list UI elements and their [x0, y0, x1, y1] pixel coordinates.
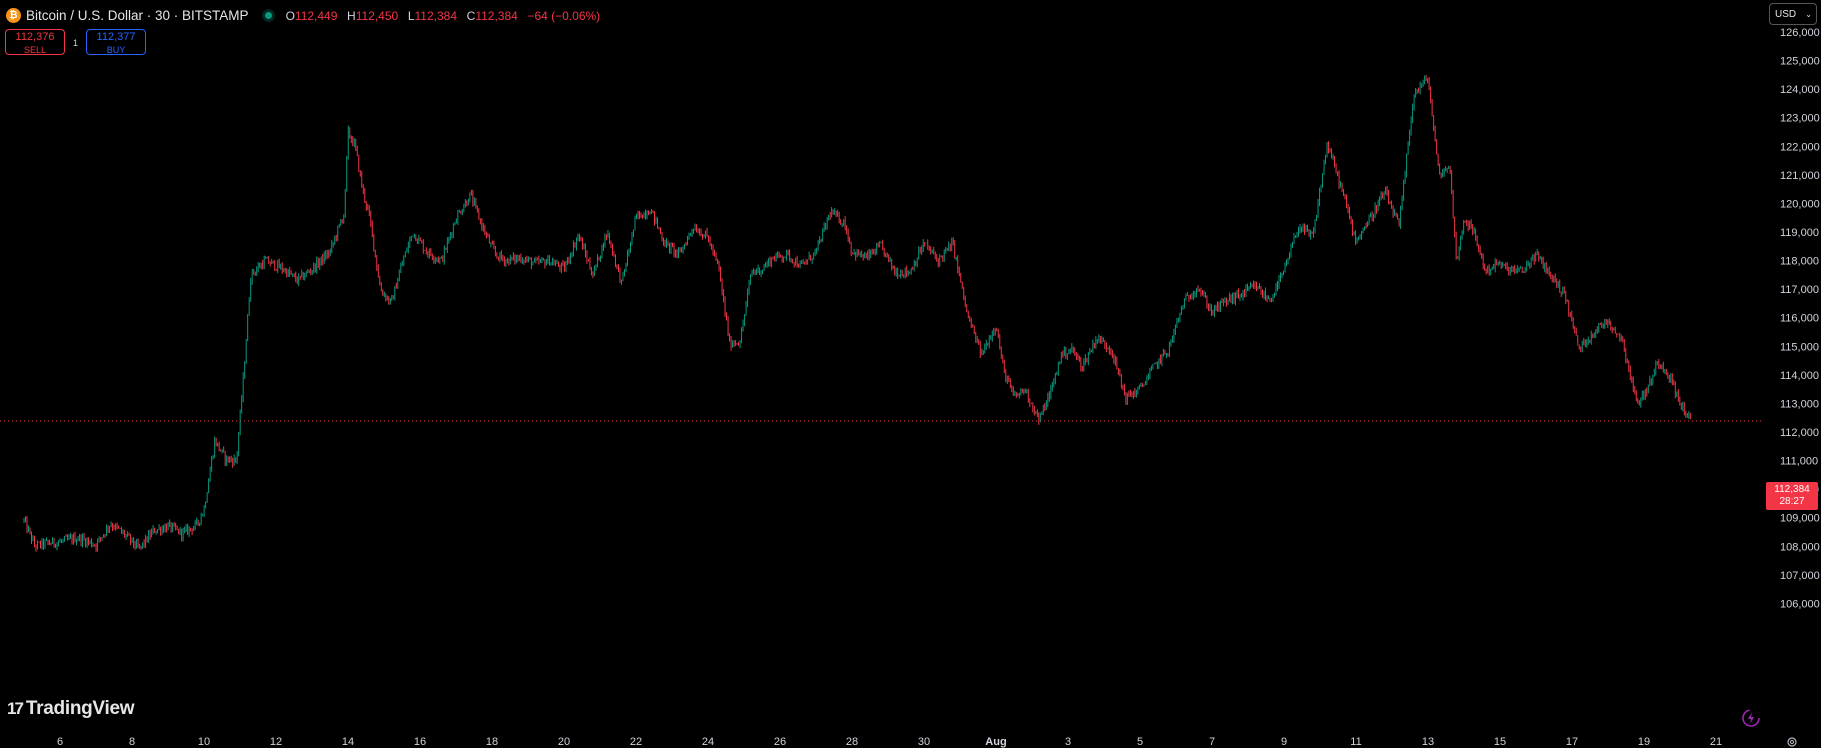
price-tick-label: 117,000 — [1780, 284, 1819, 296]
sell-label: SELL — [23, 45, 47, 55]
time-tick-label: 22 — [630, 736, 642, 748]
candlestick-series — [23, 75, 1691, 553]
tradingview-logo-icon: 17 — [7, 699, 24, 718]
price-tick-label: 107,000 — [1780, 570, 1820, 582]
price-tick-label: 123,000 — [1780, 113, 1820, 125]
price-tick-label: 121,000 — [1780, 170, 1820, 182]
market-status-icon[interactable] — [264, 11, 272, 19]
bar-countdown: 28:27 — [1779, 496, 1805, 507]
spread-value: 1 — [73, 38, 79, 48]
time-tick-label: 15 — [1494, 736, 1506, 748]
price-tick-label: 126,000 — [1780, 27, 1820, 39]
time-tick-label: 6 — [57, 736, 63, 748]
time-tick-label: 5 — [1137, 736, 1143, 748]
time-tick-label: 24 — [702, 736, 714, 748]
price-tick-label: 124,000 — [1780, 84, 1820, 96]
time-tick-label: 8 — [129, 736, 135, 748]
time-tick-label: 21 — [1710, 736, 1722, 748]
symbol-legend: ₿ Bitcoin / U.S. Dollar · 30 · BITSTAMP … — [6, 5, 600, 25]
high-value: 112,450 — [355, 8, 399, 23]
currency-label: USD — [1775, 8, 1797, 20]
time-tick-label: 7 — [1209, 736, 1215, 748]
chevron-down-icon: ⌄ — [1805, 9, 1812, 19]
open-label: O — [285, 8, 295, 23]
price-tick-label: 115,000 — [1780, 341, 1819, 353]
time-tick-label: 13 — [1422, 736, 1434, 748]
currency-select[interactable]: USD ⌄ — [1769, 3, 1817, 25]
time-tick-label: 18 — [486, 736, 498, 748]
time-tick-label: 11 — [1350, 736, 1361, 748]
time-tick-label: 30 — [918, 736, 930, 748]
buy-button[interactable]: 112,377 BUY — [86, 29, 147, 55]
buy-price: 112,377 — [96, 31, 136, 43]
ohlc-values: O112,449 H112,450 L112,384 C112,384 −64 … — [286, 8, 601, 23]
time-tick-label: 28 — [846, 736, 858, 748]
close-value: 112,384 — [475, 8, 518, 23]
time-axis[interactable]: 6 8 10 12 14 16 18 20 22 24 26 28 30 Aug 3 5 7 9 11 13 15 17 1… — [57, 736, 1722, 748]
time-tick-label: 14 — [342, 736, 354, 748]
bitcoin-icon: ₿ — [6, 7, 21, 23]
buy-label: BUY — [106, 45, 126, 55]
gear-icon[interactable] — [1786, 736, 1798, 748]
low-label: L — [407, 8, 415, 23]
sell-button[interactable]: 112,376 SELL — [5, 29, 65, 55]
price-tick-label: 120,000 — [1780, 198, 1820, 210]
time-tick-label: 12 — [270, 736, 282, 748]
last-price-tag: 112,384 28:27 — [1766, 482, 1818, 510]
trade-buttons: 112,376 SELL 1 112,377 BUY — [5, 29, 147, 57]
time-tick-label: 16 — [414, 736, 426, 748]
price-tick-label: 118,000 — [1780, 256, 1819, 268]
price-tick-label: 112,000 — [1780, 427, 1819, 439]
price-tick-label: 111,000 — [1780, 456, 1818, 468]
time-tick-label: 20 — [558, 736, 570, 748]
price-tick-label: 119,000 — [1780, 227, 1819, 239]
time-tick-label: 9 — [1281, 736, 1287, 748]
logo-text: TradingView — [25, 698, 135, 719]
price-tick-label: 114,000 — [1780, 370, 1819, 382]
replay-icon[interactable] — [1740, 707, 1762, 729]
time-tick-label: 3 — [1065, 736, 1071, 748]
low-value: 112,384 — [414, 8, 458, 23]
sell-price: 112,376 — [15, 31, 55, 43]
last-price-value: 112,384 — [1774, 484, 1810, 495]
symbol-title[interactable]: Bitcoin / U.S. Dollar · 30 · BITSTAMP — [26, 7, 249, 23]
time-tick-label: 10 — [198, 736, 210, 748]
time-tick-label: 26 — [774, 736, 786, 748]
open-value: 112,449 — [294, 8, 338, 23]
price-tick-label: 108,000 — [1780, 541, 1820, 553]
price-tick-label: 109,000 — [1780, 513, 1820, 525]
time-tick-label: 17 — [1566, 736, 1578, 748]
high-label: H — [347, 8, 356, 23]
price-tick-label: 125,000 — [1780, 56, 1820, 68]
time-tick-label: Aug — [985, 736, 1006, 748]
close-label: C — [466, 8, 476, 23]
tradingview-logo[interactable]: 17 TradingView — [7, 698, 135, 720]
change-value: −64 (−0.06%) — [527, 8, 601, 23]
time-tick-label: 19 — [1638, 736, 1650, 748]
price-tick-label: 106,000 — [1780, 598, 1820, 610]
price-axis[interactable]: 126,000 125,000 124,000 123,000 122,000 121,0… — [1780, 27, 1820, 610]
price-tick-label: 113,000 — [1780, 398, 1819, 410]
price-tick-label: 122,000 — [1780, 141, 1820, 153]
price-tick-label: 116,000 — [1780, 313, 1819, 325]
